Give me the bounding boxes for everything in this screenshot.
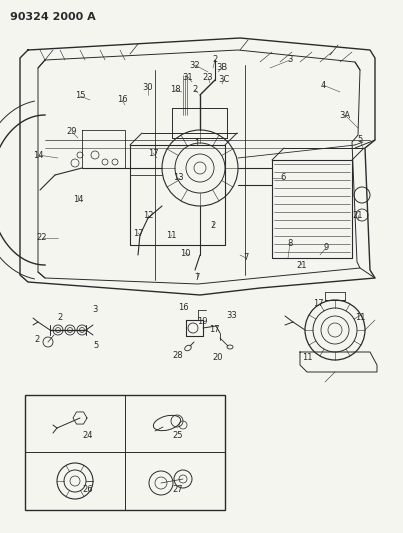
Text: 13: 13: [173, 174, 183, 182]
Text: 15: 15: [75, 92, 85, 101]
Text: 6: 6: [280, 174, 286, 182]
Text: 12: 12: [143, 211, 153, 220]
Text: 90324 2000 A: 90324 2000 A: [10, 12, 96, 22]
Text: 14: 14: [73, 196, 83, 205]
Text: 2: 2: [212, 55, 218, 64]
Text: 8: 8: [287, 238, 293, 247]
Text: 5: 5: [357, 135, 363, 144]
Text: 32: 32: [190, 61, 200, 69]
Text: 11: 11: [302, 353, 312, 362]
Text: 9: 9: [323, 244, 328, 253]
Text: 7: 7: [194, 273, 200, 282]
Text: 3A: 3A: [339, 110, 351, 119]
Text: 11: 11: [355, 313, 365, 322]
Bar: [25, 395, 225, 510]
Text: 16: 16: [117, 95, 127, 104]
Text: 2: 2: [57, 313, 62, 322]
Text: 3: 3: [92, 305, 98, 314]
Text: 27: 27: [173, 486, 183, 495]
Text: 31: 31: [183, 72, 193, 82]
Text: 11: 11: [166, 231, 176, 240]
Text: 7: 7: [243, 254, 249, 262]
Text: 18: 18: [170, 85, 180, 94]
Text: 2: 2: [192, 85, 197, 94]
Text: 3C: 3C: [218, 76, 230, 85]
Text: 22: 22: [37, 233, 47, 243]
Text: 17: 17: [209, 326, 219, 335]
Text: 3: 3: [287, 55, 293, 64]
Text: 23: 23: [203, 72, 213, 82]
Text: 14: 14: [33, 150, 43, 159]
Text: 10: 10: [180, 248, 190, 257]
Text: 16: 16: [178, 303, 188, 312]
Text: 21: 21: [353, 211, 363, 220]
Text: 25: 25: [173, 432, 183, 440]
Text: 17: 17: [133, 229, 143, 238]
Text: 3B: 3B: [216, 63, 228, 72]
Text: 5: 5: [93, 341, 99, 350]
Text: 33: 33: [226, 311, 237, 320]
Text: 28: 28: [173, 351, 183, 359]
Text: 20: 20: [213, 353, 223, 362]
Text: 2: 2: [34, 335, 39, 344]
Text: 26: 26: [83, 486, 93, 495]
Text: 19: 19: [197, 318, 207, 327]
Text: 30: 30: [143, 84, 153, 93]
Text: 17: 17: [147, 149, 158, 157]
Text: 21: 21: [297, 261, 307, 270]
Text: 2: 2: [210, 221, 216, 230]
Text: 17: 17: [313, 298, 323, 308]
Text: 1: 1: [194, 139, 199, 148]
Text: 4: 4: [320, 80, 326, 90]
Text: 29: 29: [67, 127, 77, 136]
Text: 24: 24: [83, 432, 93, 440]
